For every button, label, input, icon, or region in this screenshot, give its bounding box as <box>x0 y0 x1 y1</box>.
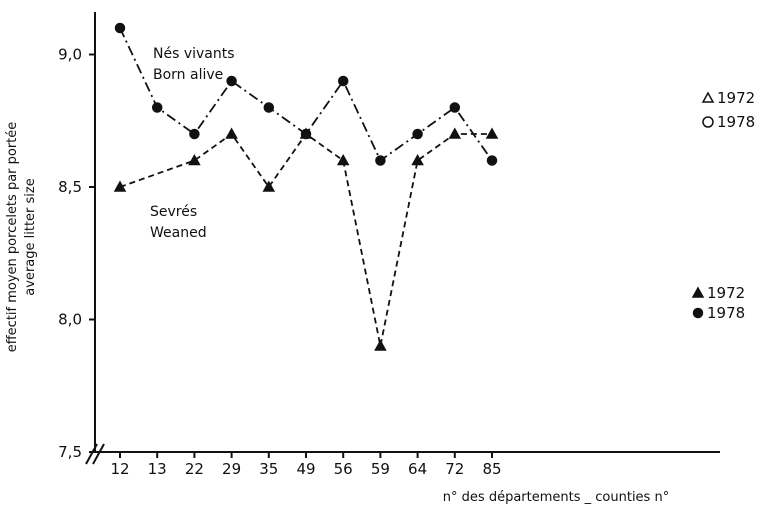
data-point <box>448 127 462 139</box>
y-axis-title-en: average litter size <box>23 178 38 295</box>
axis-break-mark <box>92 443 105 465</box>
legend-item-1972: 1972 <box>691 284 745 302</box>
annotations: Nés vivants Born alive Sevrés Weaned 1972 197… <box>150 46 755 322</box>
tick-labels: 7,58,08,59,09,510,010,512132229354956596… <box>58 46 501 479</box>
group-label-en: Weaned <box>150 225 207 241</box>
axes <box>85 12 720 465</box>
axis-break-mark <box>85 443 98 465</box>
group-label-fr: Sevrés <box>150 204 197 220</box>
series-line <box>119 132 492 347</box>
data-point <box>263 102 275 113</box>
x-tick-label: 72 <box>445 460 464 478</box>
data-point <box>114 22 126 34</box>
series-layer <box>113 22 499 351</box>
series-1978-weaned <box>114 22 498 166</box>
data-point <box>374 339 387 351</box>
data-point <box>189 128 200 140</box>
data-point <box>701 91 715 103</box>
legend-label: 1978 <box>717 113 755 131</box>
data-point <box>188 153 201 166</box>
y-tick-label: 9,0 <box>58 46 82 64</box>
data-point <box>336 153 350 166</box>
x-tick-label: 29 <box>222 460 241 478</box>
data-point <box>486 155 498 166</box>
legend-label: 1972 <box>707 284 745 302</box>
legend-label: 1978 <box>707 304 745 322</box>
legend-item-1978: 1978 <box>702 113 755 131</box>
x-tick-label: 85 <box>482 460 501 478</box>
x-tick-label: 22 <box>185 460 204 478</box>
data-point <box>151 102 163 113</box>
data-point <box>411 153 424 166</box>
group-label-fr: Nés vivants <box>153 46 235 62</box>
legend-label: 1972 <box>717 89 755 107</box>
y-tick-label: 7,5 <box>58 443 82 461</box>
data-point <box>702 116 714 128</box>
data-point <box>262 180 276 192</box>
y-tick-label: 8,0 <box>58 311 82 329</box>
data-point <box>225 127 238 139</box>
x-tick-label: 56 <box>334 460 353 478</box>
data-point <box>113 180 127 192</box>
data-point <box>449 102 461 113</box>
group-label-en: Born alive <box>153 67 223 83</box>
x-tick-label: 35 <box>259 460 278 478</box>
x-axis-title: n° des départements _ counties n° <box>443 490 669 505</box>
data-point <box>485 127 499 139</box>
data-point <box>691 286 705 298</box>
data-point <box>226 75 237 87</box>
y-tick-label: 8,5 <box>58 178 82 196</box>
data-point <box>337 75 349 87</box>
legend-item-1972: 1972 <box>701 89 755 107</box>
data-point <box>412 128 423 140</box>
x-tick-label: 59 <box>371 460 390 478</box>
data-point <box>375 155 386 166</box>
data-point <box>300 128 312 140</box>
data-point <box>692 307 704 319</box>
y-axis-title-fr: effectif moyen porcelets par portée <box>5 122 20 353</box>
x-tick-label: 12 <box>110 460 129 478</box>
x-tick-label: 64 <box>408 460 427 478</box>
x-tick-label: 49 <box>296 460 315 478</box>
legend-item-1978: 1978 <box>692 304 745 322</box>
x-tick-label: 13 <box>148 460 167 478</box>
